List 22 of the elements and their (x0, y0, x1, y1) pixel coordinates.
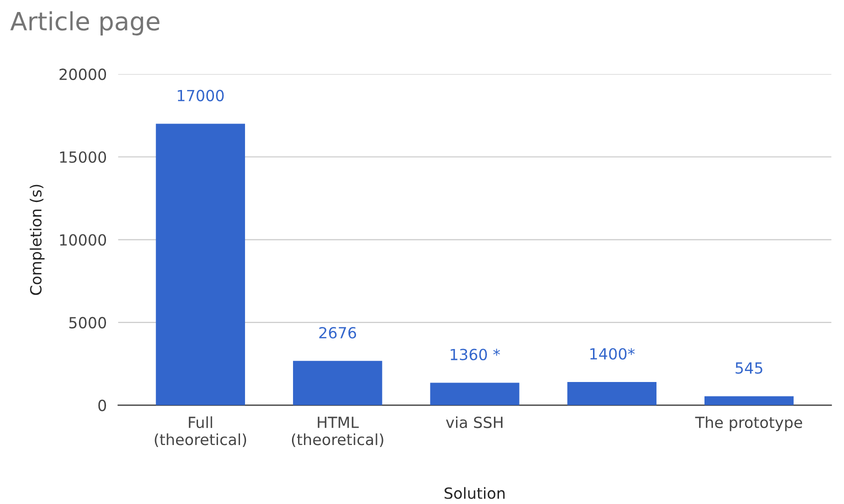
data-label: 545 (736, 362, 762, 374)
x-tick-label: via SSH (446, 416, 502, 428)
y-tick-label: 20000 (60, 68, 106, 80)
x-tick-label: Full (theoretical) (154, 416, 246, 448)
bar (430, 382, 520, 406)
y-tick-label: 10000 (60, 234, 106, 246)
x-axis-title: Solution (444, 487, 505, 499)
bar (156, 124, 246, 406)
y-tick-label: 5000 (69, 316, 106, 328)
data-label: 1360 * (450, 348, 500, 360)
bar (567, 382, 656, 406)
chart-title: Article page (10, 11, 160, 36)
y-tick-label: 15000 (60, 151, 106, 163)
x-tick-label: HTML (theoretical) (292, 416, 384, 448)
y-axis-title: Completion (s) (30, 184, 45, 295)
y-tick-label: 0 (98, 400, 106, 412)
data-label: 1400* (590, 348, 635, 360)
data-label: 17000 (178, 90, 224, 102)
x-tick-label: The prototype (695, 416, 802, 432)
data-label: 2676 (319, 326, 356, 339)
bar (704, 396, 794, 406)
bar (293, 360, 382, 406)
